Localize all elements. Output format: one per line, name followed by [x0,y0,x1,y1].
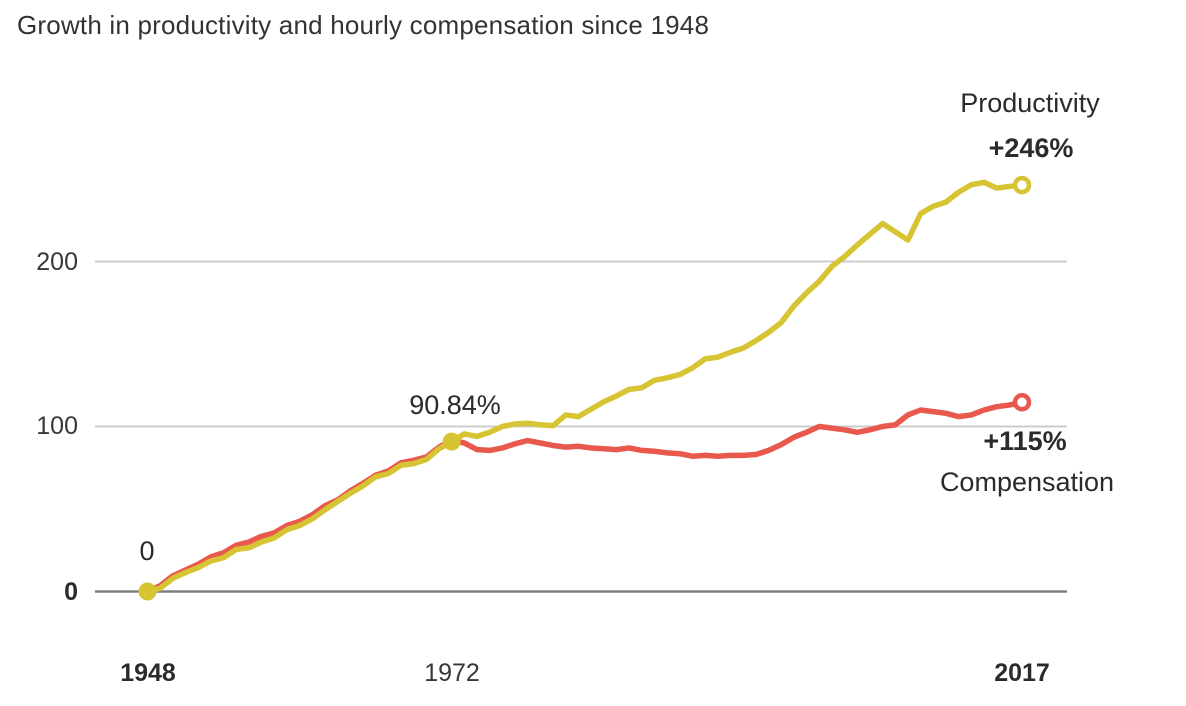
y-axis-tick-200: 200 [36,248,78,276]
compensation-marker-2017 [1012,392,1032,412]
productivity-1972-value-label: 90.84% [409,390,501,420]
x-axis-tick-1948: 1948 [120,659,176,687]
line-markers [138,175,1032,601]
compensation-end-value-label: +115% [983,426,1067,456]
y-axis-tick-0: 0 [64,578,78,606]
productivity-marker-1972 [442,432,461,451]
chart-title: Growth in productivity and hourly compen… [17,10,710,40]
productivity-marker-2017 [1012,175,1032,195]
x-axis-tick-1972: 1972 [424,659,480,687]
productivity-series-label: Productivity [960,88,1100,118]
productivity-marker-1948 [138,582,157,601]
compensation-line [144,399,1025,595]
compensation-series-label: Compensation [939,467,1115,497]
series-start-value-label: 0 [139,536,155,566]
y-axis-tick-100: 100 [36,412,78,440]
gridlines [95,260,1067,593]
x-axis-tick-2017: 2017 [994,659,1050,687]
productivity-line [144,179,1025,595]
productivity-end-value-label: +246% [988,133,1074,163]
